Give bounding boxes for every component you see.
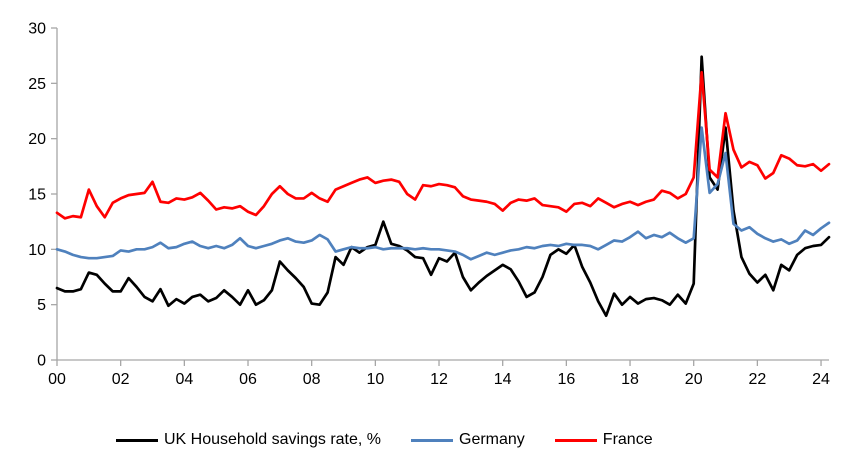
series-line-germany bbox=[55, 126, 831, 261]
x-tick-label: 14 bbox=[494, 371, 512, 388]
y-tick-label: 0 bbox=[37, 353, 46, 370]
legend-item-france: France bbox=[554, 431, 653, 448]
x-tick-label: 10 bbox=[366, 371, 384, 388]
x-tick-label: 12 bbox=[430, 371, 448, 388]
x-tick-label: 04 bbox=[175, 371, 193, 388]
france-line-swatch bbox=[554, 438, 597, 442]
x-tick-label: 20 bbox=[685, 371, 703, 388]
y-tick-label: 15 bbox=[28, 187, 46, 204]
y-tick-label: 20 bbox=[28, 131, 46, 148]
x-tick-label: 06 bbox=[239, 371, 257, 388]
x-tick-label: 16 bbox=[557, 371, 575, 388]
legend-item-germany: Germany bbox=[411, 432, 525, 448]
legend-label-uk: UK Household savings rate, % bbox=[164, 431, 381, 448]
y-tick-label: 5 bbox=[37, 297, 46, 314]
chart-legend: UK Household savings rate, % Germany Fra… bbox=[116, 432, 653, 448]
series-line-france bbox=[55, 70, 831, 220]
uk-line-swatch bbox=[116, 438, 158, 442]
x-tick-label: 18 bbox=[621, 371, 639, 388]
y-tick-label: 30 bbox=[28, 21, 46, 38]
legend-item-uk: UK Household savings rate, % bbox=[116, 432, 381, 448]
x-tick-label: 22 bbox=[748, 371, 766, 388]
x-tick-label: 08 bbox=[303, 371, 321, 388]
x-tick-label: 02 bbox=[112, 371, 130, 388]
legend-label-france: France bbox=[602, 431, 653, 448]
series-line-uk bbox=[55, 55, 831, 318]
y-tick-label: 25 bbox=[28, 76, 46, 93]
x-tick-label: 00 bbox=[48, 371, 66, 388]
y-tick-label: 10 bbox=[28, 242, 46, 259]
legend-label-germany: Germany bbox=[459, 431, 525, 448]
x-tick-label: 24 bbox=[812, 371, 830, 388]
germany-line-swatch bbox=[411, 438, 453, 442]
savings-rate-line-chart: 0 5 10 15 20 25 30 00 02 04 06 08 10 12 14 16 18 20 22 24 bbox=[28, 21, 831, 388]
